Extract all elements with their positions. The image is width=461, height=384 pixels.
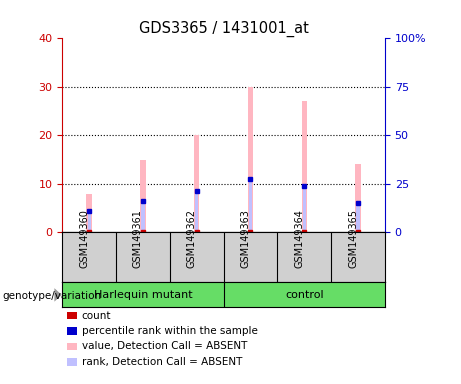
Bar (248, 87, 253, 232)
Polygon shape (54, 288, 62, 302)
Bar (140, 160, 146, 232)
Text: GSM149360: GSM149360 (79, 209, 89, 268)
Text: percentile rank within the sample: percentile rank within the sample (82, 326, 258, 336)
Text: count: count (82, 311, 111, 321)
Text: genotype/variation: genotype/variation (2, 291, 101, 301)
Text: GSM149361: GSM149361 (133, 209, 143, 268)
Text: value, Detection Call = ABSENT: value, Detection Call = ABSENT (82, 341, 247, 351)
Bar (194, 136, 199, 232)
Bar (195, 191, 198, 232)
Bar (302, 186, 306, 232)
Text: GSM149363: GSM149363 (241, 209, 250, 268)
Bar (141, 201, 145, 232)
Bar (88, 210, 91, 232)
Text: Harlequin mutant: Harlequin mutant (94, 290, 192, 300)
Bar (249, 179, 252, 232)
Text: control: control (285, 290, 324, 300)
Bar (87, 194, 92, 232)
Text: GSM149362: GSM149362 (187, 209, 197, 268)
Text: GSM149364: GSM149364 (294, 209, 304, 268)
Text: rank, Detection Call = ABSENT: rank, Detection Call = ABSENT (82, 357, 242, 367)
Bar (301, 101, 307, 232)
Text: GSM149365: GSM149365 (348, 209, 358, 268)
Bar (355, 164, 361, 232)
Text: GDS3365 / 1431001_at: GDS3365 / 1431001_at (139, 21, 308, 37)
Bar (356, 203, 360, 232)
